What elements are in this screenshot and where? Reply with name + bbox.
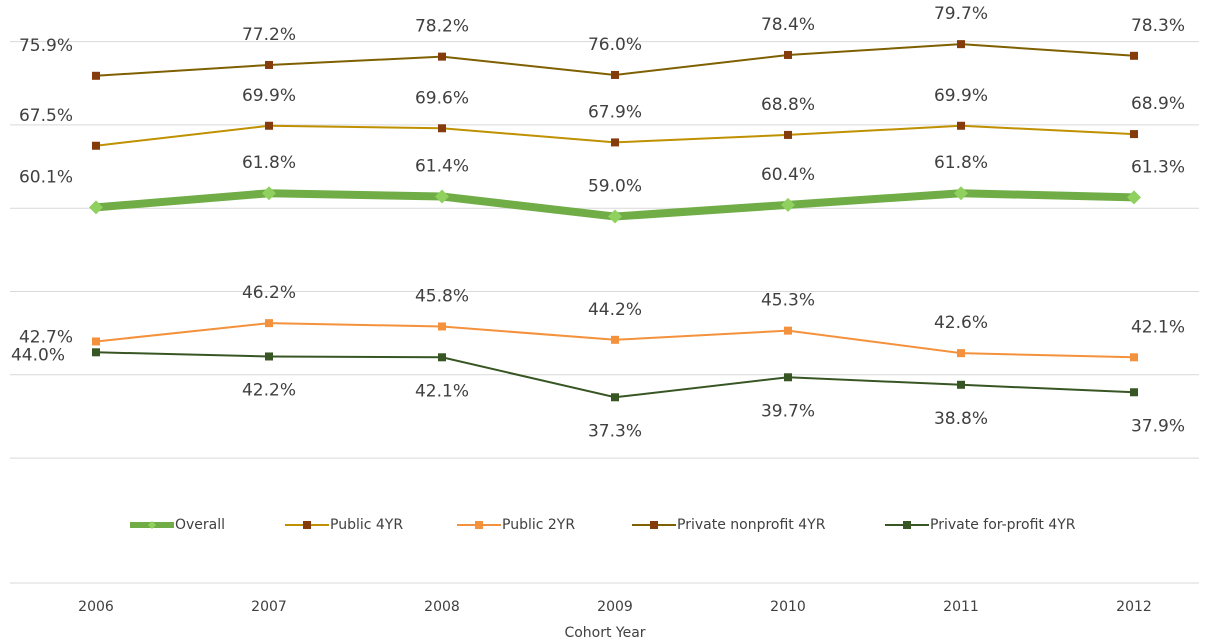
x-tick-label: 2008 (424, 599, 460, 615)
data-point (438, 52, 446, 61)
data-point (954, 186, 968, 201)
data-point (1130, 130, 1138, 139)
data-point (611, 335, 619, 344)
data-point (781, 197, 795, 212)
value-label: 45.8% (415, 286, 469, 306)
legend-marker (903, 521, 911, 529)
legend-marker (303, 521, 311, 529)
value-label: 61.8% (934, 153, 988, 173)
data-point (957, 349, 965, 358)
legend-marker (475, 521, 483, 529)
data-point (435, 189, 449, 204)
value-label: 67.9% (588, 102, 642, 122)
value-label: 42.2% (242, 380, 296, 400)
data-point (611, 138, 619, 147)
value-label: 45.3% (761, 291, 815, 311)
value-label: 78.2% (415, 17, 469, 37)
legend-label: Private for-profit 4YR (930, 517, 1076, 533)
value-label: 77.2% (242, 25, 296, 45)
x-tick-label: 2006 (78, 599, 114, 615)
data-point (265, 121, 273, 130)
data-point (784, 326, 792, 335)
value-label: 39.7% (761, 401, 815, 421)
x-axis-title: Cohort Year (564, 625, 645, 641)
value-label: 60.4% (761, 165, 815, 185)
data-point (611, 70, 619, 79)
value-label: 42.7% (19, 327, 73, 347)
data-point (784, 50, 792, 59)
value-label: 61.8% (242, 153, 296, 173)
legend-marker (650, 521, 658, 529)
legend-marker (148, 521, 156, 529)
data-point (957, 121, 965, 130)
data-point (265, 319, 273, 328)
x-tick-label: 2010 (770, 599, 806, 615)
value-label: 67.5% (19, 106, 73, 126)
data-point (611, 393, 619, 402)
value-label: 76.0% (588, 35, 642, 55)
data-point (92, 71, 100, 80)
legend-label: Public 4YR (330, 517, 403, 533)
value-label: 42.6% (934, 313, 988, 333)
data-point (957, 380, 965, 389)
data-point (438, 353, 446, 362)
data-point (265, 352, 273, 361)
value-label: 38.8% (934, 409, 988, 429)
value-label: 42.1% (415, 381, 469, 401)
data-point (1130, 51, 1138, 60)
data-point (784, 373, 792, 382)
value-label: 69.9% (934, 86, 988, 106)
data-point (262, 186, 276, 201)
value-label: 46.2% (242, 283, 296, 303)
data-point (784, 130, 792, 139)
value-label: 44.2% (588, 300, 642, 320)
value-label: 44.0% (11, 345, 65, 365)
value-label: 69.6% (415, 88, 469, 108)
value-label: 37.3% (588, 421, 642, 441)
value-label: 61.4% (415, 157, 469, 177)
value-label: 37.9% (1131, 416, 1185, 436)
value-label: 68.9% (1131, 94, 1185, 114)
value-label: 42.1% (1131, 317, 1185, 337)
x-tick-label: 2007 (251, 599, 287, 615)
data-point (92, 348, 100, 357)
x-tick-label: 2009 (597, 599, 633, 615)
x-tick-label: 2011 (943, 599, 979, 615)
value-label: 61.3% (1131, 157, 1185, 177)
data-point (1127, 190, 1141, 205)
value-label: 69.9% (242, 86, 296, 106)
data-point (1130, 353, 1138, 362)
value-label: 68.8% (761, 95, 815, 115)
value-label: 78.4% (761, 15, 815, 35)
data-point (265, 60, 273, 69)
data-point (89, 200, 103, 215)
x-tick-label: 2012 (1116, 599, 1152, 615)
data-point (92, 141, 100, 150)
value-label: 60.1% (19, 167, 73, 187)
value-label: 59.0% (588, 177, 642, 197)
legend-label: Overall (175, 517, 225, 533)
value-label: 75.9% (19, 36, 73, 56)
value-label: 79.7% (934, 4, 988, 24)
legend-label: Public 2YR (502, 517, 575, 533)
data-point (92, 337, 100, 346)
legend-label: Private nonprofit 4YR (677, 517, 826, 533)
data-point (1130, 388, 1138, 397)
data-point (608, 209, 622, 224)
value-label: 78.3% (1131, 16, 1185, 36)
data-point (438, 124, 446, 133)
data-point (957, 40, 965, 49)
data-point (438, 322, 446, 331)
